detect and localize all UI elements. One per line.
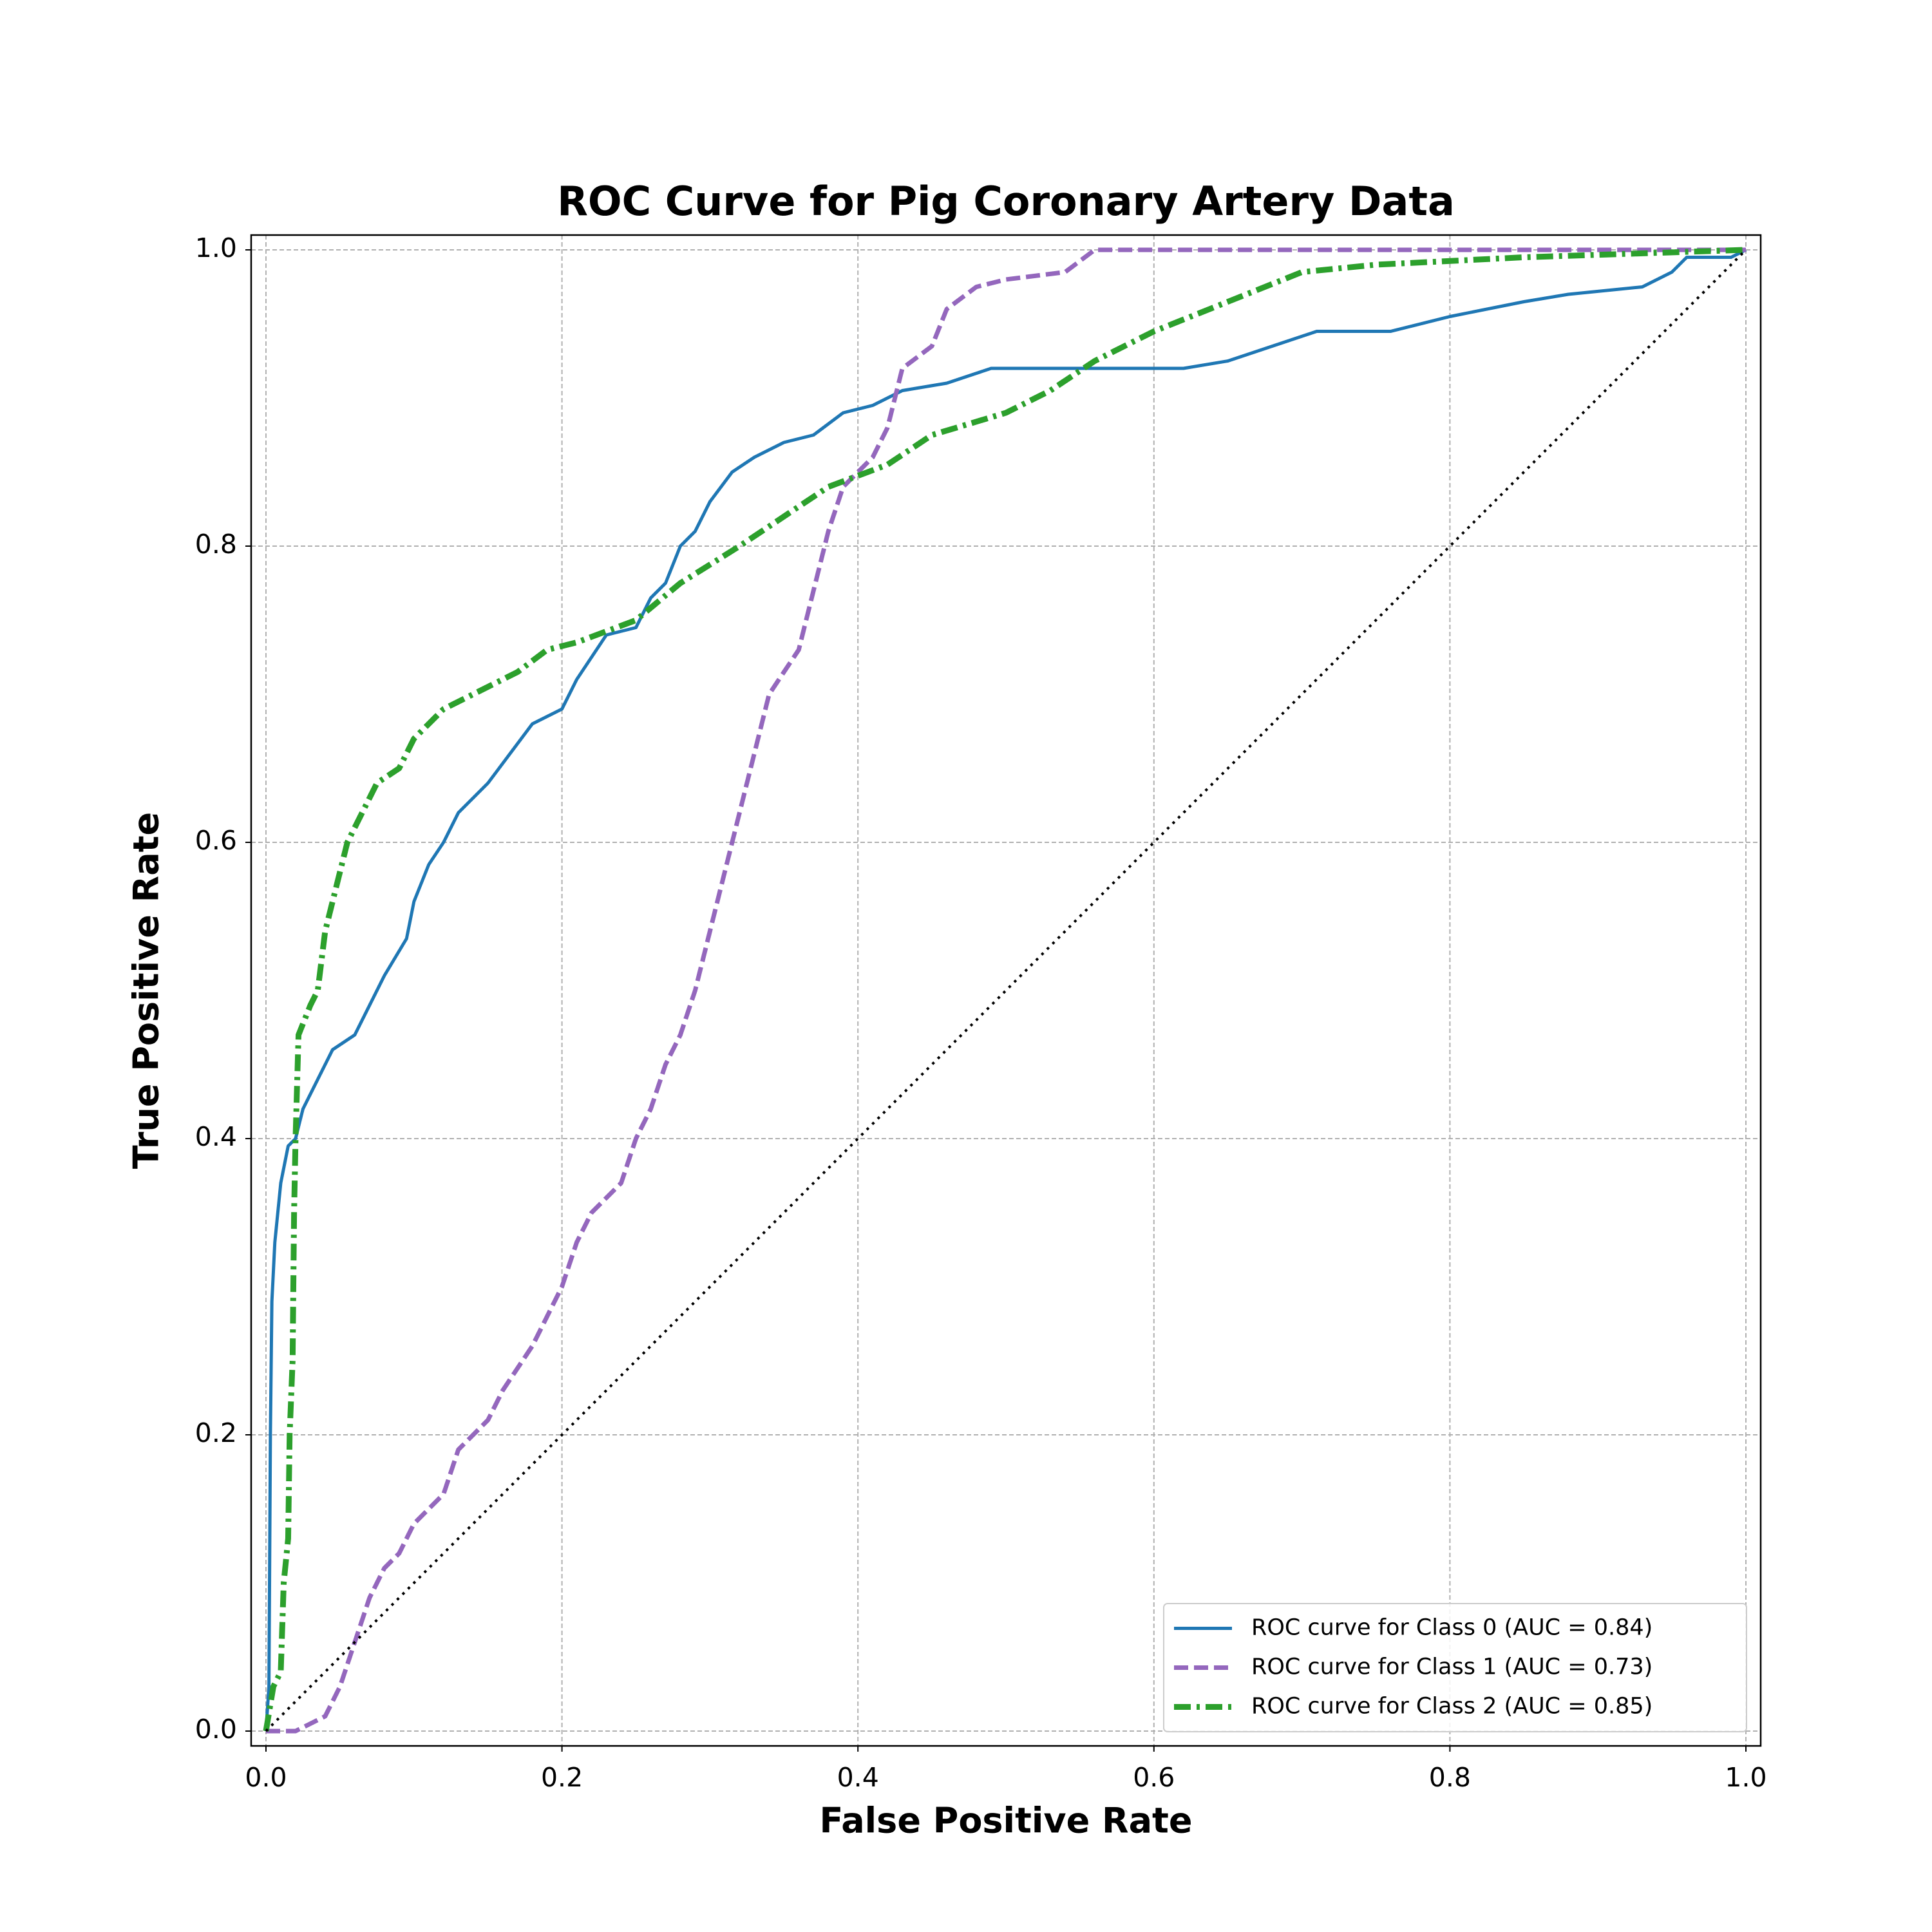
- y-tick-label: 0.2: [195, 1417, 237, 1448]
- x-tick-label: 0.0: [245, 1762, 287, 1793]
- x-tick-label: 0.4: [837, 1762, 879, 1793]
- legend-label: ROC curve for Class 2 (AUC = 0.85): [1251, 1694, 1653, 1719]
- y-tick-label: 0.8: [195, 529, 237, 560]
- x-tick-label: 0.8: [1429, 1762, 1471, 1793]
- roc-curve: [265, 247, 1747, 1734]
- chance-line: [265, 249, 1747, 1732]
- legend-label: ROC curve for Class 0 (AUC = 0.84): [1251, 1615, 1653, 1641]
- roc-curve: [263, 247, 1747, 1732]
- x-tick-label: 0.6: [1133, 1762, 1175, 1793]
- roc-curve: [264, 248, 1747, 1732]
- y-axis-label: True Positive Rate: [126, 812, 167, 1169]
- chart-title: ROC Curve for Pig Coronary Artery Data: [557, 178, 1455, 225]
- y-tick-label: 1.0: [195, 232, 237, 263]
- x-axis-label: False Positive Rate: [820, 1801, 1193, 1841]
- legend-frame: [1163, 1603, 1747, 1732]
- y-tick-label: 0.6: [195, 825, 237, 856]
- y-tick-label: 0.0: [195, 1714, 237, 1745]
- axes-frame: [250, 234, 1762, 1747]
- y-tick-label: 0.4: [195, 1121, 237, 1152]
- x-tick-label: 1.0: [1725, 1762, 1766, 1793]
- x-tick-label: 0.2: [541, 1762, 583, 1793]
- legend-label: ROC curve for Class 1 (AUC = 0.73): [1251, 1654, 1653, 1680]
